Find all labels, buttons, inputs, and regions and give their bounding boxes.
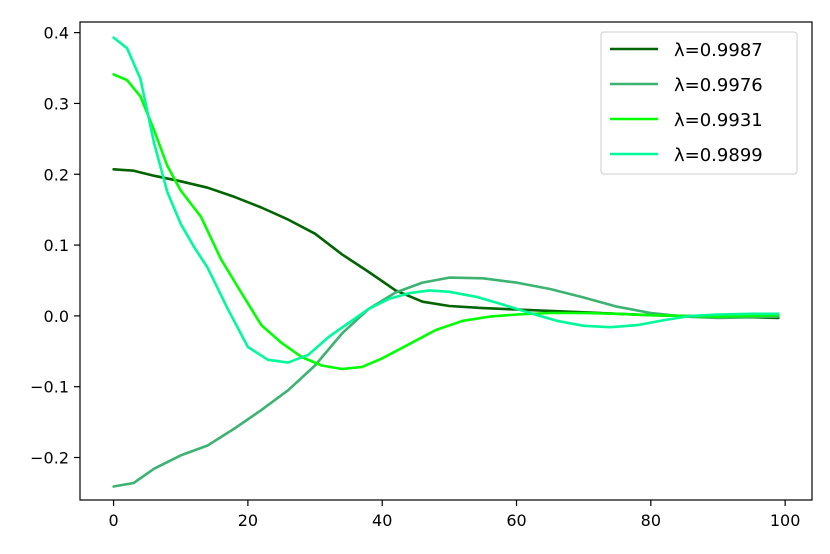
legend-label-3: λ=0.9931 <box>674 110 763 131</box>
y-tick-label: 0.1 <box>44 236 69 255</box>
legend: λ=0.9987 λ=0.9976 λ=0.9931 λ=0.9899 <box>600 31 798 175</box>
series-line-3 <box>112 73 780 371</box>
legend-label-4: λ=0.9899 <box>674 145 763 166</box>
x-tick-label: 60 <box>506 511 526 530</box>
y-tick-label: 0.4 <box>44 24 69 43</box>
y-tick-label: 0.3 <box>44 94 69 113</box>
series-layer <box>112 36 780 488</box>
y-axis: −0.2 −0.1 0.0 0.1 0.2 0.3 0.4 <box>30 24 80 468</box>
y-tick-label: −0.1 <box>30 378 69 397</box>
legend-box <box>600 31 798 175</box>
plot-frame <box>79 21 813 501</box>
legend-label-1: λ=0.9987 <box>674 40 763 61</box>
x-axis: 0 20 40 60 80 100 <box>108 500 800 530</box>
series-line-2 <box>112 276 780 488</box>
y-tick-label: 0.0 <box>44 307 69 326</box>
x-tick-label: 0 <box>108 511 118 530</box>
series-line-4 <box>112 36 780 364</box>
y-tick-label: −0.2 <box>30 449 69 468</box>
x-tick-label: 20 <box>238 511 258 530</box>
x-tick-label: 100 <box>770 511 801 530</box>
x-tick-label: 40 <box>372 511 392 530</box>
legend-label-2: λ=0.9976 <box>674 75 763 96</box>
y-tick-label: 0.2 <box>44 165 69 184</box>
x-tick-label: 80 <box>641 511 661 530</box>
